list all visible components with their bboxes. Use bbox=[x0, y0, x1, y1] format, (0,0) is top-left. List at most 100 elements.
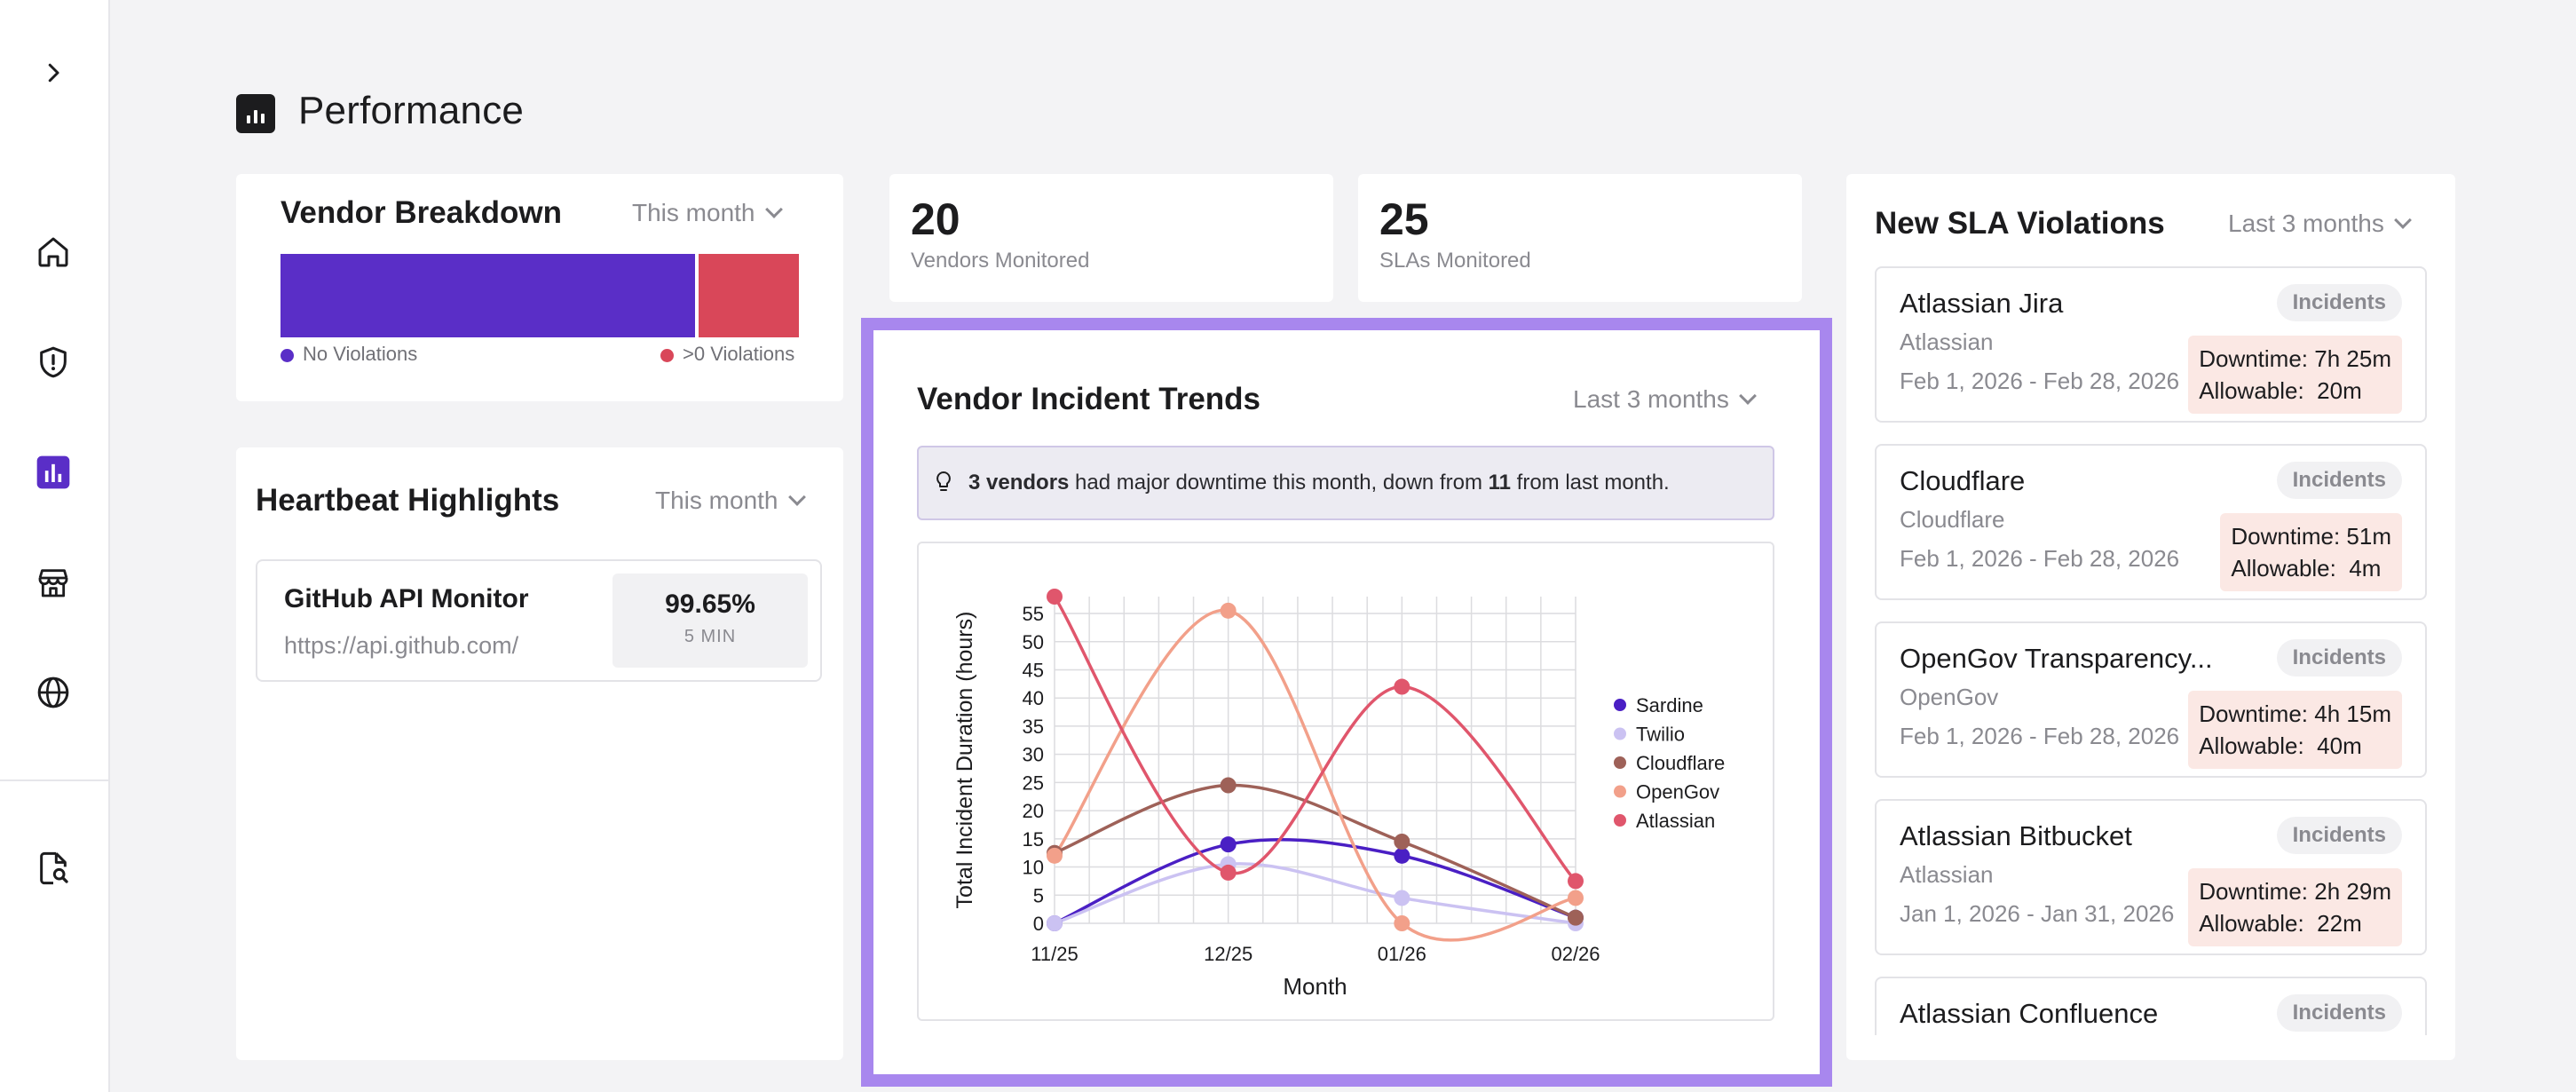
sidebar-item-home[interactable] bbox=[28, 227, 78, 277]
x-tick-label: 11/25 bbox=[1031, 943, 1078, 965]
data-point-cloudflare bbox=[1568, 909, 1584, 926]
sla-vendor: Atlassian bbox=[1900, 328, 1994, 355]
dropdown-value: This month bbox=[655, 487, 778, 514]
heartbeat-item[interactable]: GitHub API Monitor https://api.github.co… bbox=[256, 559, 822, 682]
incidents-badge[interactable]: Incidents bbox=[2276, 994, 2402, 1032]
legend-dot bbox=[281, 348, 294, 362]
chevron-down-icon bbox=[2393, 211, 2412, 229]
allowable-label: Allowable: bbox=[2199, 732, 2304, 759]
sla-period-dropdown[interactable]: Last 3 months bbox=[2228, 210, 2412, 238]
slas-monitored-count: 25 bbox=[1379, 194, 1429, 244]
slas-monitored-label: SLAs Monitored bbox=[1379, 249, 1531, 273]
downtime-value: 51m bbox=[2346, 523, 2391, 550]
sla-violation-item[interactable]: Cloudflare Cloudflare Feb 1, 2026 - Feb … bbox=[1875, 444, 2427, 600]
sla-violation-item[interactable]: Atlassian Jira Atlassian Feb 1, 2026 - F… bbox=[1875, 266, 2427, 423]
sidebar-item-vendors[interactable] bbox=[28, 558, 78, 607]
y-tick-label: 50 bbox=[1023, 631, 1044, 653]
sla-date-range: Feb 1, 2026 - Feb 28, 2026 bbox=[1900, 545, 2180, 572]
y-tick-label: 25 bbox=[1023, 772, 1044, 794]
chart-container: 0 5 10 15 20 25 30 35 40 45 50 55 11/25 12/25 01/26 02/… bbox=[917, 542, 1774, 1021]
chevron-down-icon bbox=[787, 488, 806, 506]
y-tick-label: 5 bbox=[1033, 884, 1044, 906]
data-point-cloudflare bbox=[1220, 777, 1237, 794]
incident-trends-chart: 0 5 10 15 20 25 30 35 40 45 50 55 11/25 12/25 01/26 02/… bbox=[952, 589, 1725, 1000]
page-title: Performance bbox=[298, 89, 525, 132]
downtime-label: Downtime: bbox=[2199, 345, 2309, 372]
sla-violation-item[interactable]: Atlassian Confluence Incidents bbox=[1875, 977, 2427, 1035]
y-axis-label: Total Incident Duration (hours) bbox=[952, 612, 977, 909]
downtime-box: Downtime: 4h 15m Allowable: 40m bbox=[2188, 691, 2402, 769]
insight-text-b: from last month. bbox=[1510, 471, 1670, 495]
heartbeat-period-dropdown[interactable]: This month bbox=[655, 487, 806, 515]
downtime-value: 7h 25m bbox=[2314, 345, 2391, 372]
sla-name: Cloudflare bbox=[1900, 465, 2026, 496]
sidebar-item-global[interactable] bbox=[28, 668, 78, 717]
monitor-name: GitHub API Monitor bbox=[284, 584, 529, 613]
vendor-breakdown-period-dropdown[interactable]: This month bbox=[632, 199, 783, 227]
downtime-label: Downtime: bbox=[2199, 878, 2309, 905]
monitor-url: https://api.github.com/ bbox=[284, 632, 519, 659]
slas-monitored-card[interactable]: 25 SLAs Monitored bbox=[1358, 174, 1802, 302]
sidebar-item-audit[interactable] bbox=[28, 843, 78, 893]
allowable-label: Allowable: bbox=[2231, 555, 2336, 582]
data-point-opengov bbox=[1220, 602, 1237, 619]
home-icon bbox=[38, 237, 68, 267]
sla-name: Atlassian Jira bbox=[1900, 288, 2064, 319]
data-point-opengov bbox=[1047, 847, 1063, 864]
y-tick-label: 35 bbox=[1023, 716, 1044, 738]
chevron-down-icon bbox=[764, 201, 783, 218]
legend-label-twilio: Twilio bbox=[1636, 724, 1685, 746]
sla-date-range: Feb 1, 2026 - Feb 28, 2026 bbox=[1900, 368, 2180, 394]
expand-sidebar-button[interactable] bbox=[28, 48, 78, 98]
incidents-badge[interactable]: Incidents bbox=[2276, 284, 2402, 321]
chevron-down-icon bbox=[1738, 387, 1757, 405]
insight-text: 3 vendors had major downtime this month,… bbox=[968, 471, 1670, 495]
downtime-value: 2h 29m bbox=[2314, 878, 2391, 905]
series-line-sardine bbox=[1054, 838, 1576, 925]
legend-label-cloudflare: Cloudflare bbox=[1636, 752, 1725, 774]
sla-violation-item[interactable]: OpenGov Transparency... OpenGov Feb 1, 2… bbox=[1875, 621, 2427, 778]
legend-marker-atlassian bbox=[1614, 814, 1626, 827]
legend-label: >0 Violations bbox=[683, 343, 795, 365]
data-point-sardine bbox=[1394, 847, 1410, 864]
legend-marker-sardine bbox=[1614, 699, 1626, 711]
dropdown-value: Last 3 months bbox=[2228, 210, 2384, 237]
no-violations-bar[interactable] bbox=[281, 254, 695, 337]
sidebar-item-security[interactable] bbox=[28, 337, 78, 387]
bar-chart-icon bbox=[36, 455, 70, 489]
incidents-badge[interactable]: Incidents bbox=[2276, 462, 2402, 499]
sla-violations-title: New SLA Violations bbox=[1875, 206, 2165, 241]
sla-vendor: Atlassian bbox=[1900, 861, 1994, 888]
file-search-icon bbox=[40, 851, 68, 885]
legend-violations: >0 Violations bbox=[660, 343, 794, 366]
check-interval: 5 MIN bbox=[684, 627, 737, 646]
downtime-label: Downtime: bbox=[2199, 700, 2309, 727]
legend-marker-opengov bbox=[1614, 785, 1626, 798]
dropdown-value: This month bbox=[632, 199, 755, 226]
vendors-monitored-card[interactable]: 20 Vendors Monitored bbox=[889, 174, 1333, 302]
violations-bar[interactable] bbox=[699, 254, 799, 337]
incidents-badge[interactable]: Incidents bbox=[2276, 817, 2402, 854]
trends-period-dropdown[interactable]: Last 3 months bbox=[1573, 385, 1757, 414]
sidebar-item-performance[interactable] bbox=[28, 447, 78, 497]
sla-violation-item[interactable]: Atlassian Bitbucket Atlassian Jan 1, 202… bbox=[1875, 799, 2427, 955]
data-point-opengov bbox=[1394, 915, 1410, 931]
trends-title: Vendor Incident Trends bbox=[917, 382, 1261, 416]
incidents-badge[interactable]: Incidents bbox=[2276, 639, 2402, 677]
allowable-label: Allowable: bbox=[2199, 910, 2304, 937]
allowable-value: 20m bbox=[2317, 377, 2362, 404]
legend-label-opengov: OpenGov bbox=[1636, 781, 1719, 803]
y-tick-label: 30 bbox=[1023, 744, 1044, 766]
vendor-breakdown-title: Vendor Breakdown bbox=[281, 195, 563, 230]
legend-marker-cloudflare bbox=[1614, 756, 1626, 769]
data-point-atlassian bbox=[1394, 678, 1410, 695]
chevron-right-icon bbox=[48, 63, 59, 83]
legend-label-sardine: Sardine bbox=[1636, 694, 1703, 716]
heartbeat-highlights-card: Heartbeat Highlights This month bbox=[236, 447, 843, 1060]
series-line-twilio bbox=[1054, 862, 1576, 925]
globe-icon bbox=[37, 677, 69, 708]
allowable-label: Allowable: bbox=[2199, 377, 2304, 404]
insight-count: 3 vendors bbox=[968, 471, 1070, 495]
downtime-label: Downtime: bbox=[2231, 523, 2341, 550]
sidebar-divider bbox=[0, 779, 110, 781]
